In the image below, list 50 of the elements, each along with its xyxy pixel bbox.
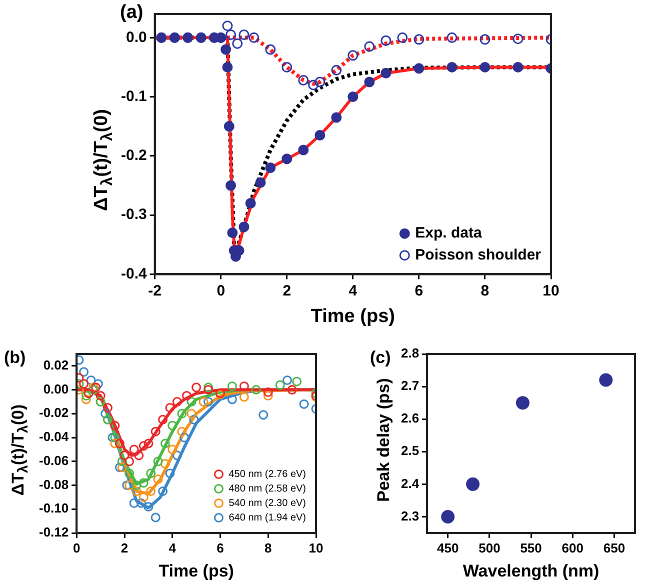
y-tick-label: -0.08: [38, 476, 69, 492]
y-tick-label: -0.02: [38, 405, 69, 420]
y-axis-title: Peak delay (ps): [374, 378, 394, 502]
x-tick-label: 4: [168, 540, 177, 556]
x-tick-label: 500: [478, 540, 500, 556]
x-tick-label: 650: [603, 540, 626, 556]
chart-title: (c): [370, 348, 391, 368]
legend-label: 450 nm (2.76 eV): [228, 469, 306, 480]
chart-title: (a): [120, 2, 144, 24]
y-tick-label: 0.00: [43, 381, 69, 396]
legend-label: Poisson shoulder: [415, 246, 542, 264]
y-tick-label: 2.7: [400, 378, 420, 394]
y-tick-label: -0.4: [120, 265, 148, 282]
y-tick-label: 2.3: [400, 508, 420, 524]
x-tick-label: 10: [542, 282, 560, 300]
y-tick-label: -0.2: [120, 147, 147, 164]
legend-label: 640 nm (1.94 eV): [228, 512, 306, 524]
y-tick-label: 0.0: [126, 28, 147, 46]
x-tick-label: 2: [282, 282, 292, 300]
legend-label: 480 nm (2.58 eV): [228, 484, 306, 494]
x-axis-title: Wavelength (nm): [462, 561, 600, 580]
y-tick-label: 0.02: [43, 358, 69, 373]
x-tick-label: 4: [348, 282, 358, 300]
x-tick-label: 0: [216, 282, 226, 300]
y-tick-label: -0.1: [120, 88, 147, 105]
x-tick-label: 8: [264, 540, 272, 556]
x-tick-label: 600: [562, 540, 584, 556]
y-tick-label: 2.4: [400, 476, 420, 491]
x-tick-label: 8: [480, 282, 490, 300]
x-tick-label: 550: [520, 540, 542, 556]
y-tick-label: -0.04: [38, 429, 70, 444]
x-axis-title: Time (ps): [310, 306, 395, 327]
y-tick-label: 2.8: [400, 346, 420, 361]
y-tick-label: -0.12: [38, 524, 69, 540]
legend-label: Exp. data: [415, 224, 482, 242]
x-tick-label: 6: [414, 282, 424, 300]
x-tick-label: -2: [148, 282, 162, 300]
x-axis-title: Time (ps): [158, 561, 234, 580]
y-tick-label: 2.6: [400, 410, 420, 426]
x-tick-label: 450: [437, 540, 459, 556]
x-tick-label: 2: [120, 540, 128, 556]
y-tick-label: -0.3: [120, 206, 147, 224]
legend-label: 540 nm (2.30 eV): [228, 498, 306, 509]
y-tick-label: -0.06: [38, 452, 69, 468]
y-tick-label: 2.5: [400, 443, 420, 458]
x-tick-label: 0: [73, 540, 80, 556]
x-tick-label: 6: [216, 540, 224, 556]
x-tick-label: 10: [308, 540, 324, 556]
y-tick-label: -0.10: [38, 500, 69, 516]
chart-title: (b): [4, 348, 26, 368]
